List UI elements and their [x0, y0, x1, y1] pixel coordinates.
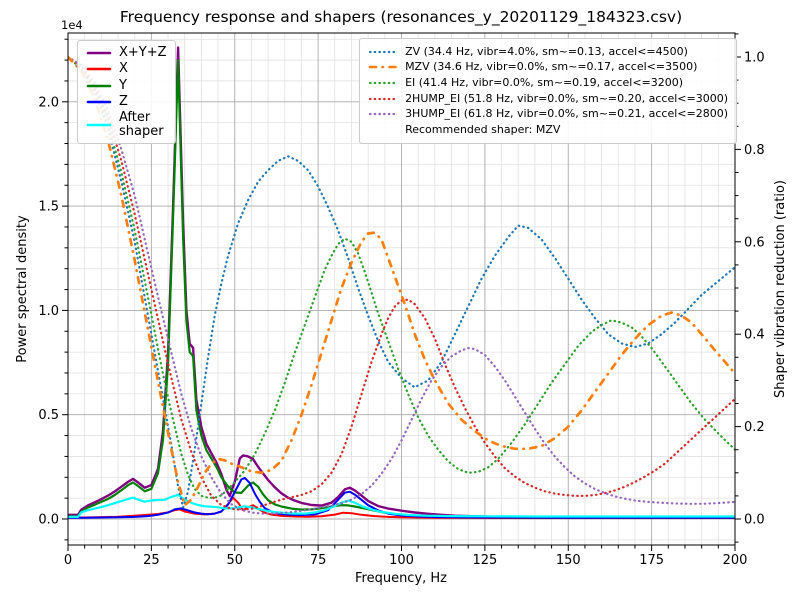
- x-tick-label: 0: [64, 553, 72, 568]
- dotted-line-icon: [368, 80, 398, 86]
- series-after-shaper: [68, 493, 735, 519]
- legend-item: 3HUMP_EI (61.8 Hz, vibr=0.0%, sm~=0.21, …: [368, 106, 728, 122]
- y-left-tick-label: 1.0: [38, 304, 59, 319]
- legend-item-label: X+Y+Z: [119, 44, 167, 60]
- y-axis-offset-text: 1e4: [61, 18, 83, 32]
- legend-item: Z: [86, 95, 167, 111]
- y-left-tick-label: 2.0: [38, 95, 59, 110]
- y-right-axis-label: Shaper vibration reduction (ratio): [773, 180, 788, 398]
- legend-item-label: EI (41.4 Hz, vibr=0.0%, sm~=0.19, accel<…: [405, 75, 684, 89]
- dashdot-line-icon: [368, 64, 398, 70]
- legend-sample-line: [86, 123, 112, 127]
- x-tick-label: 75: [310, 553, 327, 568]
- legend-item: 2HUMP_EI (51.8 Hz, vibr=0.0%, sm~=0.20, …: [368, 91, 728, 107]
- legend-sample-line: [368, 113, 398, 116]
- legend-sample-line: [86, 84, 112, 88]
- legend-item: Y: [86, 78, 167, 94]
- y-left-tick-label: 0.0: [38, 513, 59, 528]
- x-tick-label: 50: [226, 553, 243, 568]
- curves-layer: [68, 46, 735, 519]
- legend-sample-line: [86, 67, 112, 71]
- axes-layer: 0 25 50 75 100 125 150 175 200 0.0 0.5 1.0 1.5 2.0 0.0…: [38, 32, 765, 568]
- y-right-tick-label: 0.8: [744, 143, 765, 158]
- x-tick-label: 150: [556, 553, 581, 568]
- legend-sample-line: [368, 81, 398, 85]
- legend-sample-line: [86, 100, 112, 104]
- x-axis-label: Frequency, Hz: [355, 571, 447, 586]
- legend-item-label: X: [119, 61, 128, 77]
- y-right-tick-label: 1.0: [744, 51, 765, 66]
- legend-sample-line: [368, 66, 398, 69]
- legend-item-label: After shaper: [119, 110, 164, 139]
- x-tick-label: 100: [389, 553, 414, 568]
- legend-item-label: MZV (34.6 Hz, vibr=0.0%, sm~=0.17, accel…: [405, 60, 698, 74]
- legend-item-label: 3HUMP_EI (61.8 Hz, vibr=0.0%, sm~=0.21, …: [405, 107, 728, 121]
- legend-sample-line: [86, 51, 112, 55]
- solid-line-icon: [86, 122, 112, 128]
- dotted-line-icon: [368, 49, 398, 55]
- legend-item: ZV (34.4 Hz, vibr=4.0%, sm~=0.13, accel<…: [368, 44, 728, 60]
- x-tick-label: 25: [143, 553, 160, 568]
- legend-item-label: Z: [119, 94, 128, 110]
- legend-item-label: Y: [119, 77, 127, 93]
- y-left-tick-label: 1.5: [38, 200, 59, 215]
- x-tick-label: 200: [723, 553, 748, 568]
- series-mzv: [68, 55, 735, 507]
- psd-legend: X+Y+Z X Y Z After shaper: [77, 40, 176, 144]
- recommended-shaper-text: Recommended shaper: MZV: [405, 123, 561, 137]
- legend-sample-line: [368, 50, 398, 53]
- legend-item: MZV (34.6 Hz, vibr=0.0%, sm~=0.17, accel…: [368, 60, 728, 76]
- y-right-tick-label: 0.2: [744, 420, 765, 435]
- legend-item-label: 2HUMP_EI (51.8 Hz, vibr=0.0%, sm~=0.20, …: [405, 91, 728, 105]
- solid-line-icon: [86, 83, 112, 89]
- series-3hump-ei: [68, 55, 735, 515]
- chart-title: Frequency response and shapers (resonanc…: [120, 8, 682, 27]
- series-zv: [68, 55, 735, 509]
- y-left-tick-label: 0.5: [38, 408, 59, 423]
- x-tick-label: 175: [639, 553, 664, 568]
- legend-item: X+Y+Z: [86, 45, 167, 61]
- legend-footer-row: Recommended shaper: MZV: [368, 122, 728, 138]
- solid-line-icon: [86, 66, 112, 72]
- solid-line-icon: [86, 50, 112, 56]
- y-right-tick-label: 0.4: [744, 328, 765, 343]
- legend-item-label: ZV (34.4 Hz, vibr=4.0%, sm~=0.13, accel<…: [405, 44, 688, 58]
- series-ei: [68, 55, 735, 499]
- legend-sample-line: [368, 97, 398, 100]
- y-right-tick-label: 0.0: [744, 513, 765, 528]
- y-left-axis-label: Power spectral density: [15, 215, 30, 363]
- solid-line-icon: [86, 99, 112, 105]
- shapers-legend: ZV (34.4 Hz, vibr=4.0%, sm~=0.13, accel<…: [359, 38, 737, 144]
- dotted-line-icon: [368, 96, 398, 102]
- legend-item: EI (41.4 Hz, vibr=0.0%, sm~=0.19, accel<…: [368, 75, 728, 91]
- series-x-y-z: [68, 46, 735, 519]
- x-tick-label: 125: [472, 553, 497, 568]
- dotted-line-icon: [368, 111, 398, 117]
- legend-item: X: [86, 62, 167, 78]
- y-right-tick-label: 0.6: [744, 235, 765, 250]
- legend-item: After shaper: [86, 111, 167, 139]
